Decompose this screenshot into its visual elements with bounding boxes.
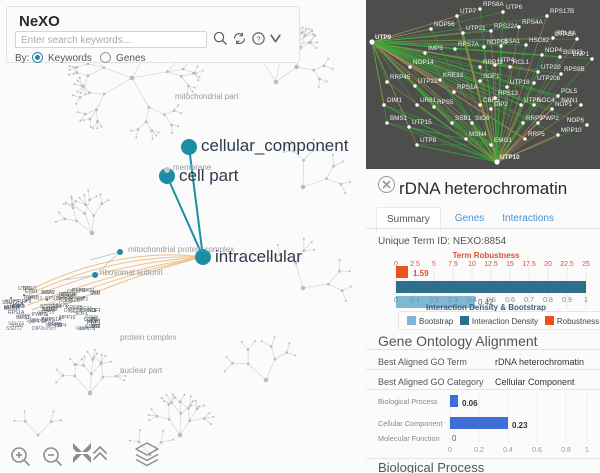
svg-text:UTP20: UTP20	[541, 64, 561, 71]
svg-text:UTP22: UTP22	[418, 78, 438, 85]
svg-text:RRP5: RRP5	[528, 131, 545, 138]
svg-text:RPS17B: RPS17B	[550, 8, 574, 15]
svg-text:SIO6: SIO6	[475, 115, 490, 122]
svg-text:SSB1: SSB1	[455, 115, 472, 122]
svg-text:NOP4: NOP4	[545, 47, 563, 54]
svg-text:NOP14: NOP14	[413, 59, 434, 66]
svg-text:RCL1: RCL1	[513, 59, 530, 66]
svg-text:IMP3: IMP3	[428, 45, 443, 52]
svg-text:RPS5: RPS5	[437, 99, 454, 106]
svg-text:DIM1: DIM1	[387, 97, 403, 104]
svg-text:NOP56: NOP56	[434, 21, 455, 28]
svg-text:POL5: POL5	[561, 88, 578, 95]
svg-text:ENP1: ENP1	[573, 51, 590, 58]
svg-text:CBF5: CBF5	[483, 97, 500, 104]
svg-text:UTP9: UTP9	[375, 34, 392, 41]
svg-text:UTP20b: UTP20b	[537, 75, 561, 82]
svg-text:NOC4: NOC4	[537, 97, 555, 104]
svg-text:UTP6: UTP6	[506, 4, 523, 11]
svg-text:NOP6: NOP6	[567, 117, 585, 124]
svg-text:KRE33: KRE33	[443, 72, 463, 79]
svg-text:RPS22A: RPS22A	[494, 23, 519, 30]
svg-text:HSC82: HSC82	[529, 37, 550, 44]
svg-text:RPS1A: RPS1A	[457, 84, 478, 91]
svg-text:RRP45: RRP45	[390, 74, 411, 81]
svg-text:RPS8A: RPS8A	[483, 1, 504, 8]
svg-text:MPP10: MPP10	[561, 127, 582, 134]
svg-text:NAN1: NAN1	[561, 97, 578, 104]
svg-text:UTP7: UTP7	[460, 8, 477, 15]
svg-text:UR81: UR81	[420, 97, 437, 104]
svg-text:UTP13: UTP13	[554, 31, 574, 38]
svg-text:UTP8: UTP8	[420, 137, 437, 144]
svg-text:SOF1: SOF1	[483, 73, 500, 80]
svg-text:UTP18: UTP18	[510, 79, 530, 86]
svg-text:PWP2: PWP2	[541, 115, 559, 122]
svg-text:RPS13: RPS13	[498, 90, 518, 97]
svg-text:BMS1: BMS1	[390, 115, 408, 122]
svg-text:RPS4A: RPS4A	[522, 19, 543, 26]
svg-text:UTP10: UTP10	[500, 154, 520, 161]
svg-text:SSA1: SSA1	[504, 38, 521, 45]
svg-text:EMG1: EMG1	[494, 137, 512, 144]
svg-text:UTP21: UTP21	[466, 25, 486, 32]
svg-text:RPS7A: RPS7A	[458, 41, 479, 48]
svg-text:MSN4: MSN4	[469, 131, 487, 138]
svg-text:?: ?	[257, 35, 261, 43]
svg-text:UTP15: UTP15	[412, 119, 432, 126]
svg-text:RPS9B: RPS9B	[564, 66, 585, 73]
